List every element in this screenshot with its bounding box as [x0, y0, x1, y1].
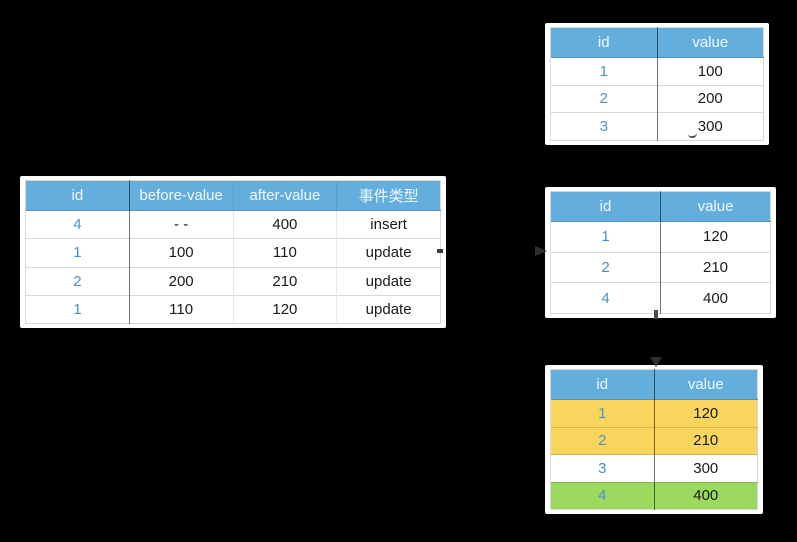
header-cell: id — [550, 191, 661, 222]
header-cell: id — [550, 369, 655, 400]
table-cell: 1 — [550, 57, 658, 86]
table-cell: update — [336, 238, 441, 267]
table-cell: 4 — [25, 209, 130, 239]
table-cell: 110 — [233, 238, 338, 267]
table-row: 4- -400 insert — [25, 209, 441, 239]
table-row: 2 210 — [550, 426, 758, 455]
table-cell: insert — [336, 209, 441, 239]
header-cell: id — [25, 180, 130, 211]
table-row: 1 100 110 update — [25, 238, 441, 267]
change-events-table: id before-value after-value 事件类型 4- -400 inse… — [25, 180, 441, 324]
table-row: 1 120 — [550, 221, 771, 253]
table-cell: 1 — [550, 221, 661, 253]
table-cell: 210 — [660, 251, 771, 283]
table-row: 4 400 — [550, 481, 758, 510]
table-row: 1 100 — [550, 57, 764, 86]
table-cell: 4 — [550, 481, 655, 510]
source-before-table: id value 1 100 2 200 3 300 — [550, 27, 764, 141]
table-cell: 2 — [550, 84, 658, 113]
table-row: 1 110 120 update — [25, 294, 441, 324]
table-row: 2 200 210 update — [25, 266, 441, 296]
header-row: id before-value after-value 事件类型 — [25, 180, 441, 211]
arrow-tail-mark — [437, 249, 443, 253]
source-after-table: id value 1 120 2 210 4 400 — [550, 191, 771, 314]
arrow-shaft-mark — [654, 310, 658, 319]
header-cell: before-value — [129, 180, 234, 211]
table-cell: 120 — [654, 399, 758, 427]
table-cell: 2 — [550, 426, 655, 455]
header-cell: 事件类型 — [336, 180, 441, 211]
table-cell: update — [336, 294, 441, 324]
table-cell: 200 — [129, 266, 234, 296]
table-cell: 2 — [550, 251, 661, 283]
header-cell: id — [550, 27, 658, 58]
table-cell: 400 — [233, 209, 338, 239]
table-cell: 100 — [657, 57, 764, 86]
header-cell: after-value — [233, 180, 338, 211]
merged-result-table-card: id value 1 120 2 210 3 300 4 400 — [545, 365, 763, 514]
table-cell: 1 — [25, 294, 130, 324]
table-cell: 100 — [129, 238, 234, 267]
header-row: id value — [550, 369, 758, 400]
table-cell: 1 — [550, 399, 655, 427]
merged-result-table: id value 1 120 2 210 3 300 4 400 — [550, 369, 758, 510]
table-cell: update — [336, 266, 441, 296]
table-cell: - - — [129, 209, 234, 239]
table-cell: 200 — [657, 84, 764, 113]
table-cell: 210 — [233, 266, 338, 296]
table-cell: 120 — [660, 221, 771, 253]
table-cell: 400 — [654, 481, 758, 510]
header-cell: value — [654, 369, 758, 400]
table-row: 3 300 — [550, 454, 758, 482]
table-cell: 1 — [25, 238, 130, 267]
table-cell: 120 — [233, 294, 338, 324]
header-cell: value — [660, 191, 771, 222]
table-cell: 3 — [550, 454, 655, 482]
table-cell: 400 — [660, 282, 771, 314]
source-after-table-card: id value 1 120 2 210 4 400 — [545, 187, 776, 318]
table-cell: 300 — [657, 112, 764, 141]
table-cell: 2 — [25, 266, 130, 296]
table-cell: 300 — [654, 454, 758, 482]
table-row: 1 120 — [550, 399, 758, 427]
change-events-table-card: id before-value after-value 事件类型 4- -400 inse… — [20, 176, 446, 328]
table-cell: 210 — [654, 426, 758, 455]
table-cell: 110 — [129, 294, 234, 324]
table-cell: 4 — [550, 282, 661, 314]
table-cell: 3 — [550, 112, 658, 141]
header-row: id value — [550, 191, 771, 222]
source-before-table-card: id value 1 100 2 200 3 300 — [545, 23, 769, 145]
header-row: id value — [550, 27, 764, 58]
arrow-head-down-icon — [650, 357, 662, 367]
arrow-head-right-icon — [535, 246, 547, 256]
header-cell: value — [657, 27, 764, 58]
table-row: 2 210 — [550, 251, 771, 283]
table-row: 3 300 — [550, 112, 764, 141]
table-row: 4 400 — [550, 282, 771, 314]
table-row: 2 200 — [550, 84, 764, 113]
